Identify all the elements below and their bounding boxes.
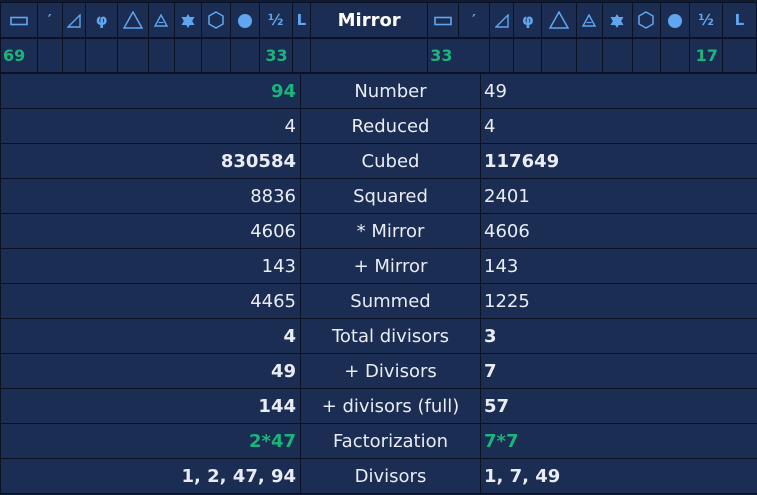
indicator-row: 69 33 33 17 <box>0 38 757 73</box>
row-label: Reduced <box>300 108 481 144</box>
circle-icon[interactable] <box>660 2 691 38</box>
phi-icon[interactable]: φ <box>85 2 119 38</box>
phi-icon[interactable]: φ <box>513 2 543 38</box>
table-row: 2*47 Factorization 7*7 <box>0 423 757 459</box>
left-value: 94 <box>0 73 301 109</box>
mirror-header: Mirror <box>310 2 429 38</box>
l-icon[interactable]: L <box>721 2 757 38</box>
left-value: 830584 <box>0 143 301 179</box>
left-value: 143 <box>0 248 301 284</box>
left-value: 8836 <box>0 178 301 214</box>
left-value: 2*47 <box>0 423 301 459</box>
right-triangle-icon[interactable] <box>61 2 87 38</box>
left-value: 4 <box>0 108 301 144</box>
table-row: 1, 2, 47, 94 Divisors 1, 7, 49 <box>0 458 757 494</box>
row-label: Number <box>300 73 481 109</box>
left-value: 1, 2, 47, 94 <box>0 458 301 494</box>
right-value: 7 <box>480 353 757 389</box>
right-rectangle-value: 33 <box>427 38 490 73</box>
right-value: 4 <box>480 108 757 144</box>
right-value: 1225 <box>480 283 757 319</box>
left-rectangle-value: 69 <box>0 38 38 73</box>
left-value: 4606 <box>0 213 301 249</box>
right-value: 2401 <box>480 178 757 214</box>
prime-icon[interactable]: ′ <box>36 2 63 38</box>
table-row: 4465 Summed 1225 <box>0 283 757 319</box>
right-half-value: 17 <box>689 38 723 73</box>
table-row: 4 Total divisors 3 <box>0 318 757 354</box>
table-row: 4 Reduced 4 <box>0 108 757 144</box>
row-label: Cubed <box>300 143 481 179</box>
row-label: Divisors <box>300 458 481 494</box>
row-label: Total divisors <box>300 318 481 354</box>
left-value: 4465 <box>0 283 301 319</box>
star-of-david-icon[interactable] <box>601 2 633 38</box>
hexagon-icon[interactable] <box>201 2 232 38</box>
table-row: 94 Number 49 <box>0 73 757 109</box>
row-label: Factorization <box>300 423 481 459</box>
small-triangle-icon[interactable] <box>147 2 175 38</box>
small-triangle-icon[interactable] <box>576 2 603 38</box>
half-icon[interactable]: ½ <box>689 2 723 38</box>
hexagon-icon[interactable] <box>631 2 662 38</box>
right-value: 1, 7, 49 <box>480 458 757 494</box>
table-row: 4606 * Mirror 4606 <box>0 213 757 249</box>
half-icon[interactable]: ½ <box>258 2 293 38</box>
header-row: ′ φ ½ L Mirror ′ φ ½ L <box>0 2 757 38</box>
right-value: 57 <box>480 388 757 424</box>
table-row: 143 + Mirror 143 <box>0 248 757 284</box>
rectangle-icon[interactable] <box>427 2 460 38</box>
right-value: 117649 <box>480 143 757 179</box>
comparison-table: 94 Number 49 4 Reduced 4 830584 Cubed 117649 8836… <box>0 73 757 494</box>
row-label: + Divisors <box>300 353 481 389</box>
right-value: 3 <box>480 318 757 354</box>
triangle-icon[interactable] <box>541 2 578 38</box>
row-label: * Mirror <box>300 213 481 249</box>
table-row: 830584 Cubed 117649 <box>0 143 757 179</box>
circle-icon[interactable] <box>230 2 260 38</box>
left-value: 49 <box>0 353 301 389</box>
row-label: + Mirror <box>300 248 481 284</box>
table-row: 144 + divisors (full) 57 <box>0 388 757 424</box>
left-value: 4 <box>0 318 301 354</box>
row-label: Summed <box>300 283 481 319</box>
row-label: + divisors (full) <box>300 388 481 424</box>
l-icon[interactable]: L <box>291 2 312 38</box>
prime-icon[interactable]: ′ <box>458 2 490 38</box>
table-row: 49 + Divisors 7 <box>0 353 757 389</box>
right-value: 4606 <box>480 213 757 249</box>
right-value: 7*7 <box>480 423 757 459</box>
left-half-value: 33 <box>258 38 293 73</box>
rectangle-icon[interactable] <box>0 2 38 38</box>
table-row: 8836 Squared 2401 <box>0 178 757 214</box>
right-triangle-icon[interactable] <box>488 2 515 38</box>
star-of-david-icon[interactable] <box>173 2 203 38</box>
triangle-icon[interactable] <box>117 2 149 38</box>
right-value: 49 <box>480 73 757 109</box>
row-label: Squared <box>300 178 481 214</box>
left-value: 144 <box>0 388 301 424</box>
right-value: 143 <box>480 248 757 284</box>
